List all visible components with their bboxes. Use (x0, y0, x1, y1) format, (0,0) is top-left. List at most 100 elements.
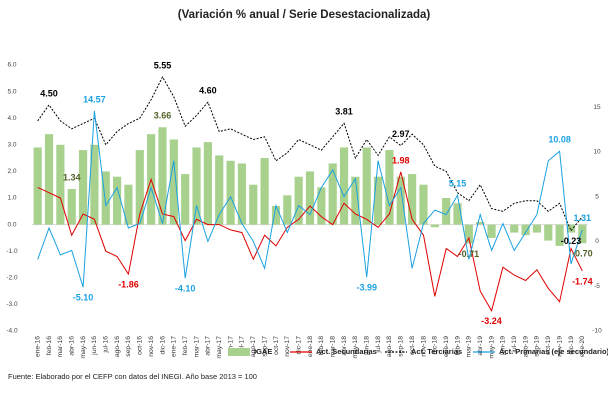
x-tick-label: nov-17 (284, 336, 291, 357)
y-tick-label: 4.0 (7, 115, 16, 122)
x-tick-label: abr-19 (477, 336, 484, 356)
x-tick-label: ago-19 (522, 336, 529, 357)
bar (158, 127, 167, 225)
data-label: -5.10 (73, 292, 94, 302)
bar (317, 187, 326, 225)
x-tick-label: jul-19 (511, 336, 518, 354)
x-tick-label: jul-16 (103, 336, 110, 354)
bar (135, 150, 144, 225)
x-tick-label: jun-18 (364, 336, 371, 356)
bar (521, 224, 530, 236)
y2-tick-label: -5 (594, 283, 600, 290)
bar (124, 184, 133, 225)
x-tick-label: ene-16 (34, 336, 41, 357)
x-tick-label: ago-16 (114, 336, 121, 357)
x-tick-label: feb-17 (182, 336, 189, 355)
y-tick-label: -2.0 (6, 275, 18, 282)
bar (249, 184, 258, 225)
x-tick-label: jun-19 (500, 336, 507, 356)
bar (56, 144, 65, 225)
bar (260, 158, 269, 225)
x-tick-label: abr-17 (205, 336, 212, 356)
x-tick-label: dic-19 (568, 336, 575, 355)
data-label: -3.24 (481, 316, 502, 326)
legend-label: Act. Terciarias (411, 347, 462, 356)
y-tick-label: 6.0 (7, 62, 16, 69)
data-label: 5.55 (154, 60, 172, 70)
x-tick-label: may-17 (216, 336, 223, 359)
series-line (37, 171, 583, 313)
bar (408, 174, 417, 225)
y-tick-label: 0.0 (7, 221, 16, 228)
data-label: 10.08 (548, 135, 571, 145)
bar (476, 221, 485, 225)
bar (566, 224, 576, 233)
x-tick-label: sep-19 (534, 336, 541, 357)
x-tick-label: ene-20 (579, 336, 586, 357)
bar (67, 188, 76, 225)
bar (453, 203, 462, 225)
bar (169, 139, 178, 225)
bar (464, 224, 473, 244)
bar (430, 224, 439, 228)
x-tick-label: dic-18 (432, 336, 439, 355)
bar (271, 205, 281, 225)
bar (555, 224, 564, 246)
x-tick-label: may-16 (80, 336, 87, 359)
legend-swatch (228, 348, 250, 356)
y2-tick-label: 10 (593, 149, 601, 156)
bar (44, 134, 54, 225)
bar (419, 184, 428, 225)
bar (101, 171, 110, 225)
y2-tick-label: -10 (592, 328, 602, 335)
data-label: -0.70 (572, 249, 593, 259)
data-label: 3.81 (335, 107, 353, 117)
y-tick-label: -3.0 (6, 301, 18, 308)
x-tick-label: jun-17 (227, 336, 234, 356)
y2-tick-label: 15 (593, 104, 601, 111)
bar (578, 224, 587, 244)
bar (113, 176, 122, 225)
bar (215, 155, 224, 225)
y-tick-label: -1.0 (6, 248, 18, 255)
data-label: 5.15 (449, 179, 467, 189)
bar (203, 142, 212, 225)
series-line (37, 110, 583, 288)
bar (181, 174, 190, 225)
chart-title: (Variación % anual / Serie Desestacional… (178, 9, 431, 21)
x-tick-label: dic-16 (159, 336, 166, 355)
bar (294, 176, 303, 225)
x-tick-label: jul-17 (239, 336, 246, 354)
x-tick-label: nov-19 (556, 336, 563, 357)
x-tick-label: ago-17 (250, 336, 257, 357)
bar (510, 224, 519, 233)
y2-tick-label: 0 (595, 238, 599, 245)
legend-label: Act. Primarias (eje secundario) (499, 347, 608, 356)
bar (33, 147, 42, 225)
x-tick-label: sep-18 (398, 336, 405, 357)
x-tick-label: abr-16 (69, 336, 76, 356)
y-tick-label: 3.0 (7, 142, 16, 149)
x-tick-label: mar-17 (193, 336, 200, 358)
y-tick-label: 2.0 (7, 168, 16, 175)
bar (373, 176, 383, 225)
bar (305, 171, 315, 225)
data-label: 14.57 (83, 94, 106, 104)
bar (532, 224, 542, 233)
bar (192, 147, 201, 225)
x-tick-label: mar-16 (57, 336, 64, 358)
x-tick-label: feb-19 (454, 336, 461, 355)
data-label: 4.50 (40, 88, 58, 98)
data-label: -0.23 (561, 236, 582, 246)
data-label: -3.99 (356, 283, 377, 293)
data-label: -1.86 (118, 279, 139, 289)
bar (339, 147, 349, 225)
x-tick-label: ene-17 (171, 336, 178, 357)
bar (90, 144, 99, 225)
bar (396, 176, 405, 225)
x-tick-label: feb-16 (46, 336, 53, 355)
source-note: Fuente: Elaborado por el CEFP con datos … (8, 372, 257, 381)
y-tick-label: 1.0 (7, 195, 16, 202)
x-tick-label: sep-17 (261, 336, 268, 357)
